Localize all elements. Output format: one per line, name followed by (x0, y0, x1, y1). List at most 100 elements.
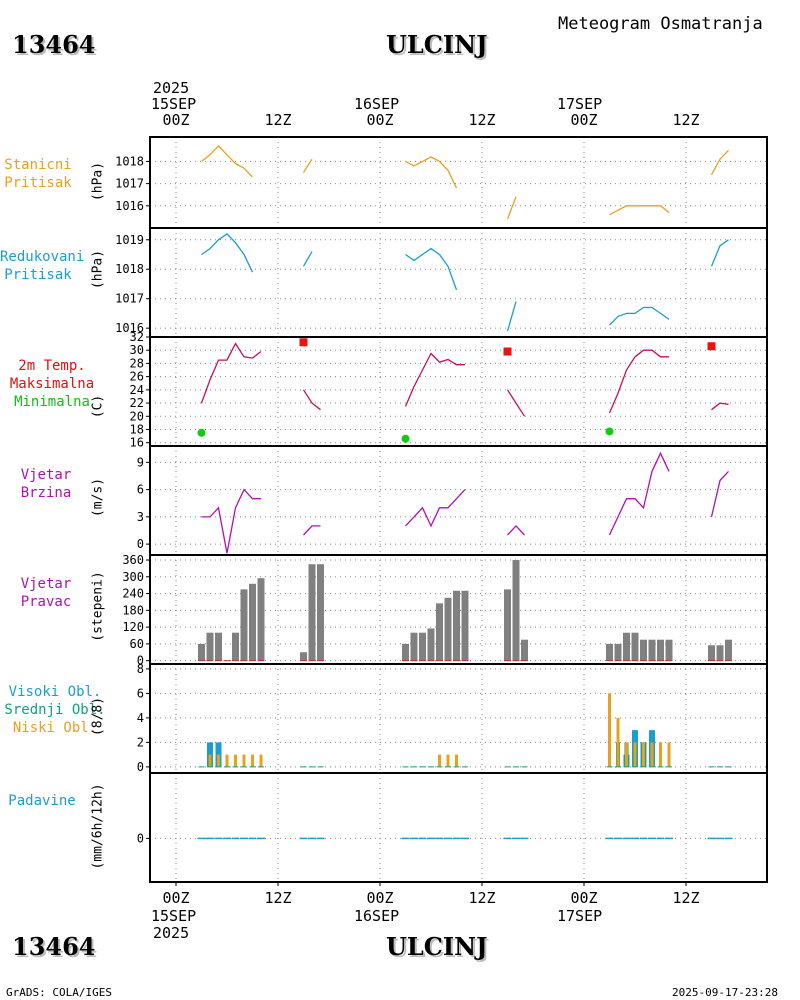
temperature-line-segment-1 (200, 342, 262, 404)
bottom-date-label-2: 16SEP (354, 907, 400, 925)
clouds-niski-obl-bar-5 (242, 754, 246, 767)
clouds-niski-obl-bar-16 (650, 742, 654, 767)
bottom-date-label-1: 15SEP (151, 907, 197, 925)
wind-direction-bar-15 (427, 628, 435, 661)
clouds-niski-obl-bar-6 (251, 754, 254, 767)
wind-direction-bar-1 (198, 643, 205, 661)
clouds-niski-obl-bar-7 (259, 754, 263, 767)
temperature-ytick-label-6: 26 (130, 370, 144, 384)
bottom-hour-label-4: 12Z (468, 889, 496, 907)
wind-direction-bar-7 (249, 583, 256, 661)
top-date-label-2: 16SEP (354, 95, 400, 113)
wind-direction-bar-29 (657, 639, 664, 661)
top-year-label: 2025 (153, 79, 190, 97)
reduced-pressure-frame (149, 227, 768, 338)
precipitation-frame (149, 772, 768, 883)
clouds-niski-obl-bar-11 (608, 693, 611, 767)
temperature-max-marker-2 (503, 347, 512, 356)
panel-label-reduced-pressure: Redukovani Pritisak (0, 249, 85, 283)
footer-station-name: ULCINJ (386, 932, 488, 961)
clouds-niski-obl-bar-2 (217, 754, 220, 767)
temperature-ytick-label-4: 22 (130, 396, 144, 410)
top-hour-label-6: 12Z (672, 111, 700, 129)
station-pressure-ytick-label-2: 1017 (115, 177, 144, 191)
top-hour-label-4: 12Z (468, 111, 496, 129)
wind-speed-ytick-label-3: 6 (137, 483, 144, 497)
wind-speed-line-segment-3 (405, 489, 466, 528)
station-pressure-ytick-label-3: 1018 (115, 154, 144, 168)
clouds-ytick-label-2: 2 (137, 735, 144, 749)
clouds-niski-obl-bar-18 (667, 742, 671, 767)
wind-direction-bar-28 (648, 639, 656, 661)
top-hour-label-2: 12Z (264, 111, 292, 129)
top-hour-label-3: 00Z (366, 111, 394, 129)
clouds-ytick-label-5: 8 (137, 662, 144, 676)
wind-direction-ytick-label-5: 240 (122, 587, 144, 601)
temperature-ytick-label-2: 18 (130, 422, 144, 436)
wind-direction-bar-22 (521, 639, 528, 661)
wind-direction-bar-16 (436, 603, 443, 661)
panel-label-station-pressure: Stanicni Pritisak (4, 157, 72, 191)
clouds-niski-obl-bar-10 (455, 754, 458, 767)
clouds-ytick-label-1: 0 (137, 760, 144, 774)
top-hour-label-1: 00Z (162, 111, 190, 129)
temperature-max-marker-1 (299, 338, 308, 347)
precipitation-ytick-label-1: 0 (137, 831, 144, 845)
wind-direction-bar-20 (504, 589, 511, 661)
wind-direction-bar-26 (631, 632, 639, 661)
bottom-date-label-3: 17SEP (557, 907, 603, 925)
wind-direction-bar-23 (606, 643, 613, 661)
wind-direction-bar-19 (461, 590, 469, 661)
wind-speed-ytick-label-1: 0 (137, 537, 144, 551)
wind-speed-line-segment-4 (507, 524, 525, 536)
wind-direction-bar-33 (725, 639, 732, 661)
wind-direction-bar-3 (215, 632, 222, 661)
wind-speed-ytick-label-2: 3 (137, 510, 144, 524)
wind-direction-ytick-label-3: 120 (122, 620, 144, 634)
wind-direction-ytick-label-6: 300 (122, 570, 144, 584)
bottom-year-label: 2025 (153, 924, 190, 942)
station-pressure-frame (149, 136, 768, 229)
wind-direction-ytick-label-2: 60 (130, 637, 144, 651)
temperature-ytick-label-8: 30 (130, 343, 144, 357)
temperature-ytick-label-3: 20 (130, 409, 144, 423)
temperature-min-marker-2 (401, 434, 410, 443)
temperature-ytick-label-9: 32 (130, 330, 144, 344)
wind-speed-line-segment-1 (201, 488, 261, 554)
reduced-pressure-line-segment-4 (506, 301, 517, 332)
reduced-pressure-ytick-label-3: 1018 (115, 262, 144, 276)
clouds-niski-obl-bar-13 (625, 742, 628, 767)
panel-label-wind-direction: Vjetar Pravac (20, 576, 72, 610)
wind-direction-ytick-label-7: 360 (122, 553, 144, 567)
wind-direction-bar-18 (453, 590, 460, 661)
bottom-hour-label-6: 12Z (672, 889, 700, 907)
wind-direction-ytick-label-4: 180 (122, 603, 144, 617)
clouds-ytick-label-3: 4 (137, 711, 144, 725)
station-name: ULCINJ (386, 30, 488, 59)
temperature-ytick-label-5: 24 (130, 383, 144, 397)
wind-speed-ytick-label-4: 9 (137, 455, 144, 469)
top-hour-label-5: 00Z (570, 111, 598, 129)
temperature-line-segment-2 (302, 389, 321, 411)
wind-speed-line-segment-5 (608, 451, 670, 536)
reduced-pressure-ytick-label-2: 1017 (115, 292, 144, 306)
bottom-hour-label-3: 00Z (366, 889, 394, 907)
wind-direction-bar-6 (240, 589, 248, 661)
reduced-pressure-ytick-label-4: 1019 (115, 233, 144, 247)
clouds-niski-obl-bar-9 (446, 754, 450, 767)
footer-timestamp: 2025-09-17-23:28 (672, 986, 778, 999)
clouds-niski-obl-bar-8 (438, 754, 441, 767)
temperature-line-segment-4 (506, 389, 526, 417)
clouds-niski-obl-bar-4 (234, 754, 237, 767)
temperature-min-marker-3 (605, 427, 614, 436)
station-pressure-line-segment-7 (710, 149, 729, 176)
clouds-niski-obl-bar-12 (616, 717, 620, 767)
clouds-niski-obl-bar-17 (659, 742, 662, 767)
panel-label-wind-speed: Vjetar Brzina (20, 467, 72, 501)
station-pressure-line-segment-1 (201, 144, 253, 178)
wind-speed-line-segment-6 (710, 470, 729, 518)
wind-speed-frame (149, 445, 768, 556)
wind-speed-line-segment-2 (303, 525, 321, 536)
wind-direction-bar-25 (623, 632, 630, 661)
temperature-ytick-label-7: 28 (130, 356, 144, 370)
